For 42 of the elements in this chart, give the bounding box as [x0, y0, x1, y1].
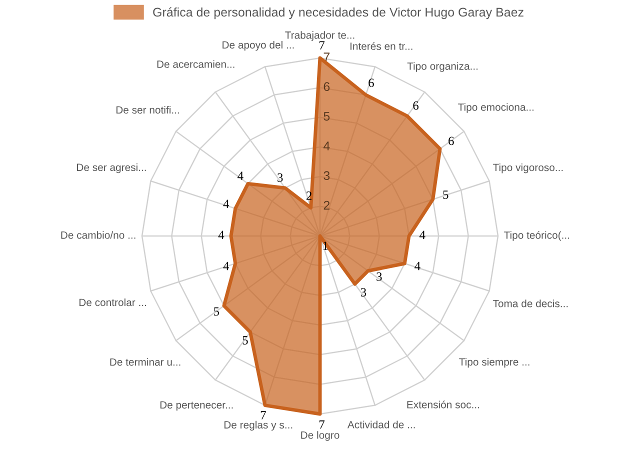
spoke-label: De controlar ... [79, 298, 146, 306]
data-label: 6 [368, 78, 374, 88]
spoke-label: De ser notifi... [116, 106, 179, 114]
data-label: 4 [419, 230, 426, 240]
spoke-label: De terminar u... [110, 358, 180, 366]
data-label: 3 [376, 272, 382, 281]
data-label: 6 [448, 136, 454, 146]
spoke-label: Actividad de ... [347, 420, 415, 428]
data-label: 3 [278, 173, 283, 182]
spoke-label: De pertenecer... [160, 401, 233, 411]
data-label: 4 [414, 262, 420, 270]
data-label: 5 [443, 190, 448, 199]
spoke-label: De acercamien... [157, 60, 234, 68]
spoke-label: Interés en tr... [350, 42, 412, 50]
y-tick-label: 6 [324, 82, 330, 92]
data-label: 4 [223, 200, 230, 208]
data-label: 5 [214, 307, 220, 316]
spoke-label: De ser agresi... [77, 163, 146, 174]
data-label: 4 [238, 172, 244, 180]
data-label: 4 [218, 230, 224, 240]
spoke-label: Tipo emociona... [458, 103, 534, 113]
spoke-label: De reglas y s... [224, 420, 292, 431]
y-tick-label: 5 [324, 112, 330, 121]
spoke-label: Tipo teórico(... [504, 231, 570, 241]
y-tick-label: 4 [323, 142, 330, 150]
spoke-label: Tipo organiza... [407, 62, 478, 72]
y-tick-label: 2 [324, 200, 330, 210]
data-label: 5 [242, 336, 248, 344]
spoke-label: De logro [301, 431, 340, 441]
data-label: 7 [260, 411, 266, 420]
spoke-label: De apoyo del ... [222, 40, 294, 51]
legend-label: Gráfica de personalidad y necesidades de Victor Hugo Garay Baez [153, 7, 524, 20]
spoke-label: De cambio/no ... [61, 231, 136, 239]
spoke-label: Tipo vigoroso... [493, 164, 563, 174]
data-label: 6 [413, 101, 419, 110]
y-tick-label: 3 [324, 171, 330, 180]
data-label: 4 [223, 262, 230, 270]
spoke-label: Extensión soc... [407, 400, 479, 408]
spoke-label: Tipo siempre ... [459, 358, 530, 368]
spoke-label: Toma de decis... [492, 300, 568, 308]
data-label: 3 [360, 288, 366, 296]
spoke-label: Trabajador te... [285, 31, 354, 41]
